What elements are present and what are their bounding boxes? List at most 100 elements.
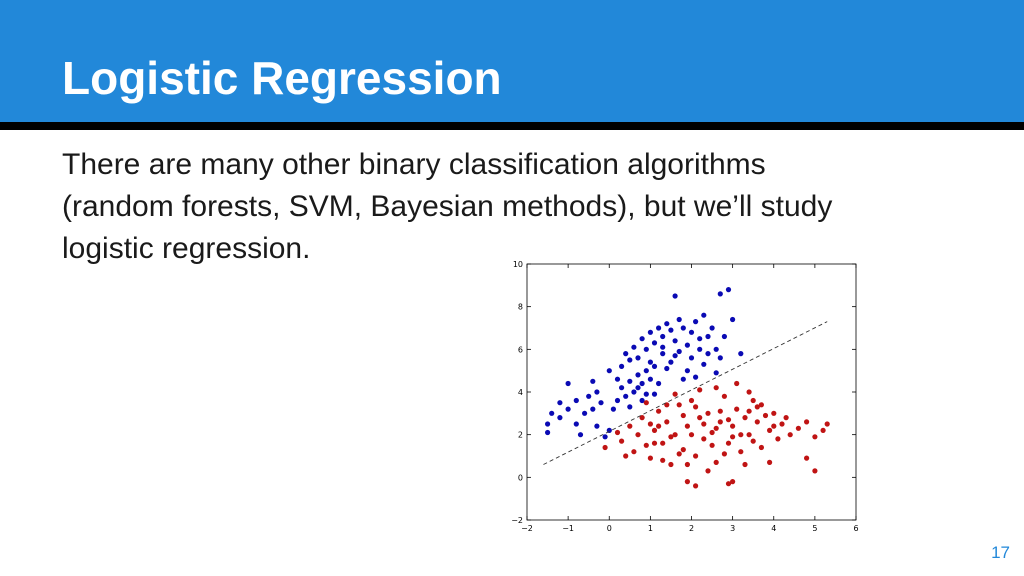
scatter-point-series2-26 — [717, 419, 723, 425]
scatter-point-series2-9 — [647, 455, 653, 461]
scatter-point-series1-56 — [717, 291, 723, 297]
scatter-point-series2-30 — [734, 406, 740, 412]
scatter-point-series1-28 — [643, 391, 649, 397]
scatter-point-series1-36 — [647, 329, 653, 335]
y-tick-label: 6 — [518, 345, 523, 354]
scatter-point-series1-83 — [577, 432, 584, 438]
scatter-point-series2-16 — [676, 402, 682, 408]
scatter-point-series1-63 — [705, 351, 711, 357]
scatter-point-series1-67 — [635, 385, 641, 391]
scatter-point-series2-41 — [779, 421, 785, 427]
scatter-point-series2-34 — [750, 397, 756, 404]
scatter-point-series1-69 — [664, 365, 670, 372]
scatter-point-series1-13 — [594, 389, 600, 395]
scatter-point-series1-19 — [619, 385, 625, 391]
x-tick-label: 4 — [771, 524, 776, 533]
scatter-point-series2-51 — [684, 479, 690, 485]
scatter-point-series1-22 — [631, 389, 637, 395]
scatter-point-series2-82 — [713, 425, 719, 431]
scatter-point-series2-14 — [668, 461, 674, 468]
scatter-point-series1-82 — [651, 391, 658, 397]
scatter-point-series1-16 — [602, 434, 608, 440]
scatter-point-series1-51 — [713, 346, 719, 352]
scatter-point-series2-68 — [750, 438, 756, 444]
scatter-point-series2-77 — [647, 421, 653, 427]
scatter-point-series1-23 — [635, 372, 641, 378]
scatter-point-series2-4 — [627, 423, 633, 429]
scatter-point-series1-65 — [738, 351, 744, 357]
scatter-point-series1-41 — [668, 327, 674, 333]
scatter-point-series2-61 — [643, 400, 649, 406]
body-line-3: logistic regression. — [62, 232, 311, 265]
scatter-point-series1-2 — [545, 421, 551, 427]
y-tick-label: −2 — [511, 516, 523, 525]
scatter-point-series1-42 — [672, 338, 678, 344]
scatter-point-series2-70 — [668, 434, 674, 440]
scatter-point-series1-80 — [627, 404, 633, 410]
y-tick-label: 4 — [518, 388, 523, 397]
scatter-point-series1-18 — [614, 397, 621, 404]
scatter-point-series2-75 — [783, 415, 789, 421]
scatter-point-series2-88 — [746, 408, 752, 414]
scatter-point-series2-65 — [709, 442, 715, 448]
scatter-point-series1-17 — [610, 406, 616, 412]
scatter-point-series1-43 — [676, 316, 682, 323]
x-tick-label: 5 — [812, 524, 817, 533]
scatter-point-series2-33 — [746, 432, 752, 438]
x-tick-label: −1 — [562, 524, 574, 533]
scatter-point-series2-23 — [705, 410, 711, 416]
scatter-point-series2-52 — [730, 479, 736, 485]
scatter-point-series1-20 — [623, 393, 629, 399]
scatter-point-series2-42 — [787, 432, 793, 438]
boundary-layer — [543, 321, 828, 465]
scatter-point-series2-84 — [676, 451, 682, 457]
slide-title: Logistic Regression — [62, 52, 502, 104]
scatter-point-series2-12 — [660, 440, 666, 446]
scatter-point-series2-27 — [721, 393, 727, 399]
scatter-chart: −2 −1 0 1 2 3 4 5 6 −2 0 2 4 6 8 10 — [511, 260, 858, 533]
scatter-point-series1-9 — [573, 397, 579, 404]
scatter-point-series2-60 — [746, 389, 752, 395]
scatter-point-series2-74 — [767, 459, 773, 465]
scatter-point-series2-40 — [775, 436, 781, 442]
scatter-point-series1-70 — [680, 376, 686, 382]
scatter-point-series2-25 — [713, 459, 719, 465]
scatter-point-series1-6 — [557, 415, 563, 421]
body-line-1: There are many other binary classificati… — [62, 148, 766, 181]
y-tick-label: 0 — [518, 473, 523, 482]
x-tick-label: 0 — [607, 524, 612, 533]
scatter-point-series2-86 — [725, 417, 732, 423]
scatter-point-series1-29 — [627, 357, 633, 363]
scatter-point-series1-52 — [721, 333, 727, 340]
body-line-2: (random forests, SVM, Bayesian methods),… — [62, 190, 833, 223]
x-tick-label: 6 — [853, 524, 858, 533]
scatter-point-series2-59 — [734, 380, 740, 387]
scatter-point-series2-71 — [680, 412, 686, 419]
scatter-point-series2-10 — [651, 427, 658, 433]
scatter-point-series2-15 — [672, 432, 678, 438]
scatter-point-series1-3 — [549, 410, 555, 416]
scatter-point-series2-66 — [717, 408, 723, 414]
scatter-point-series2-35 — [754, 419, 760, 425]
scatter-point-series1-32 — [631, 344, 637, 350]
scatter-point-series2-6 — [635, 432, 641, 438]
scatter-point-series1-1 — [545, 429, 551, 436]
scatter-point-series2-80 — [693, 404, 699, 410]
scatter-point-series2-54 — [660, 457, 666, 463]
scatter-point-series1-75 — [647, 359, 653, 365]
scatter-point-series2-18 — [684, 423, 690, 429]
scatter-point-series2-32 — [742, 415, 748, 421]
scatter-point-series2-29 — [730, 423, 736, 429]
scatter-point-series1-7 — [565, 406, 571, 412]
scatter-point-series1-25 — [643, 368, 649, 374]
scatter-point-series2-39 — [771, 410, 777, 416]
header-divider — [0, 122, 1024, 130]
scatter-point-series1-26 — [647, 376, 653, 382]
scatter-point-series2-78 — [742, 461, 748, 468]
scatter-point-series1-33 — [635, 355, 641, 361]
scatter-point-series2-87 — [684, 461, 690, 468]
scatter-point-series2-46 — [820, 427, 826, 433]
scatter-point-series1-39 — [660, 333, 666, 340]
scatter-point-series1-45 — [684, 342, 690, 348]
y-tick-label: 2 — [518, 431, 523, 440]
